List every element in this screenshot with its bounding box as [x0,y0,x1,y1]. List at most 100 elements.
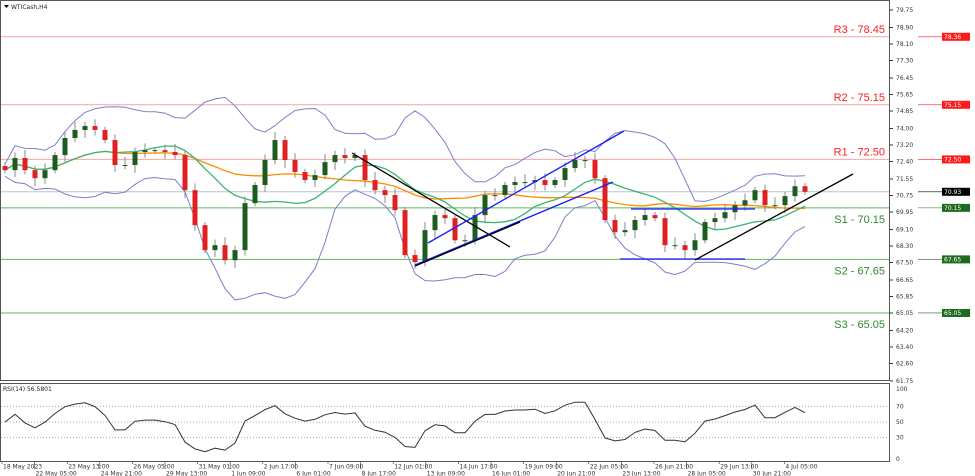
price-tick-label: 65.85 [896,293,913,300]
candle [522,174,528,187]
time-tick-label: 18 May 2023 [3,464,42,471]
candle-body [482,195,488,216]
price-pane-border [0,0,890,381]
channel-lower-line [414,181,614,266]
candle-body [152,150,158,152]
candle-body [342,155,348,158]
candle-body [292,160,298,173]
candle [52,152,58,174]
candle-body [642,215,648,221]
price-tick-label: 62.60 [896,360,913,367]
price-pane[interactable]: R3 - 78.45 R2 - 75.15 R1 - 72.50 S1 - 70.15… [1,24,889,331]
candle-body [182,155,188,191]
price-tick-label: 71.55 [896,176,913,183]
candle [162,144,168,159]
price-axis[interactable]: 79.75 78.90 78.10 77.30 76.45 75.65 74.85 74.00… [890,7,970,385]
candle-body [212,245,218,251]
candle-body [402,210,408,256]
price-tick-label: 73.20 [896,142,913,149]
candle [62,132,68,162]
time-tick-label: 31 May 01:00 [199,464,240,471]
candle-body [502,184,508,196]
candle [492,188,498,201]
candle-body [382,190,388,196]
candle [202,222,208,254]
candle [122,156,128,170]
level-price-tag [942,255,970,264]
price-tick-label: 78.10 [896,41,913,48]
candle-body [442,215,448,219]
ma-slow-line [4,150,806,210]
candle [362,149,368,187]
candle-body [72,129,78,138]
candle-body [12,157,18,171]
candle [332,150,338,171]
rsi-pane[interactable] [1,401,889,453]
candle [642,208,648,226]
candle [12,152,18,177]
candle-body [2,166,8,171]
candle-body [52,155,58,171]
candle [102,126,108,144]
candle-body [712,218,718,223]
level-label-s3: S3 - 65.05 [834,319,885,331]
rsi-line [4,401,806,453]
candle-body [172,152,178,156]
candle [22,149,28,175]
candle [652,211,658,222]
candle [442,208,448,224]
price-tick-label: 61.75 [896,378,913,385]
price-tick-label: 72.40 [896,158,913,165]
triangle-down-icon[interactable] [4,5,9,8]
candle [382,185,388,204]
candle [92,119,98,136]
candle [192,183,198,231]
candle-body [612,220,618,233]
candle-body [632,220,638,231]
candle-body [472,215,478,241]
candle-body [532,180,538,183]
ma-fast-line [4,145,806,231]
candle [722,204,728,223]
candle-body [762,190,768,206]
current-price-tag [942,187,970,196]
candle-body [562,168,568,181]
channel-upper-line [427,130,625,244]
candle [172,143,178,160]
candle-body [792,186,798,197]
price-tick-label: 63.40 [896,344,913,351]
candle [762,184,768,212]
price-tick-label: 69.95 [896,209,913,216]
candle [452,215,458,244]
price-tick-label: 69.10 [896,227,913,234]
candle [82,121,88,138]
price-tick-label: 74.00 [896,126,913,133]
time-tick-label: 12 Jun 01:00 [394,464,432,471]
candle [352,152,358,162]
candle [682,240,688,259]
candle [422,222,428,267]
candle [132,147,138,174]
candle [302,168,308,184]
candle [142,143,148,158]
price-tick-label: 76.45 [896,75,913,82]
rsi-axis-label: 70 [896,403,904,410]
level-price-tag [942,203,970,212]
candle-body [652,215,658,219]
candle-body [272,140,278,161]
rsi-axis-label: 50 [896,419,904,426]
candle-body [242,203,248,251]
candle-body [602,178,608,221]
symbol-label: WTICash,H4 [11,4,48,11]
candle [2,162,8,174]
level-price-tag [942,100,970,109]
rsi-axis: 100 70 50 30 0 [896,386,908,463]
candle [252,181,258,207]
time-tick-label: 29 Jun 13:00 [720,464,758,471]
time-tick-label: 2 Jun 17:00 [264,464,298,471]
candle-body [682,245,688,251]
candle-body [122,164,128,166]
